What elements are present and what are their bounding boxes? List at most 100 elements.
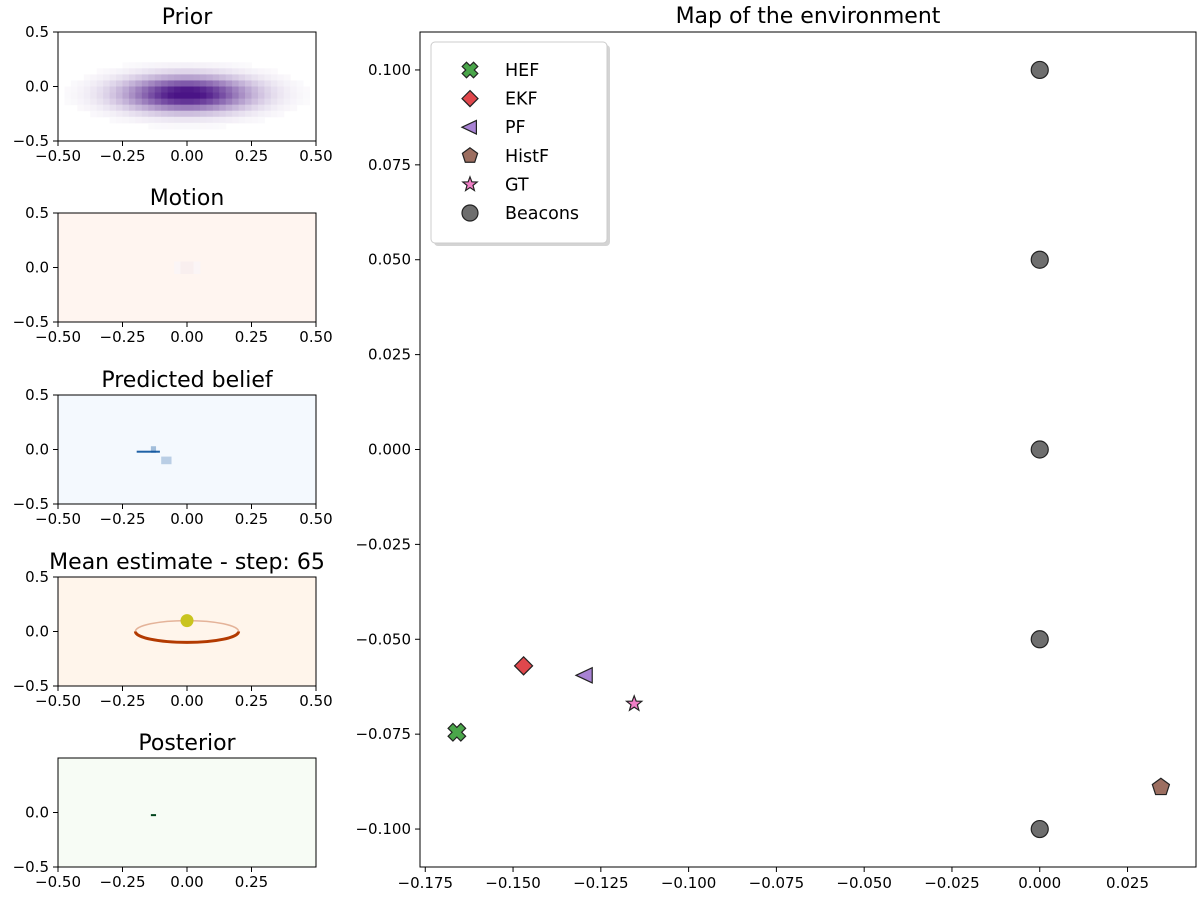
- prior-heat-cell: [174, 98, 182, 106]
- posterior-xtick-label: 0.00: [170, 873, 203, 891]
- prior-xtick-label: −0.50: [35, 147, 81, 165]
- prior-heat-cell: [64, 98, 72, 106]
- motion-xtick-label: 0.00: [170, 328, 203, 346]
- prior-heat-cell: [148, 104, 156, 112]
- prior-heat-cell: [103, 80, 111, 87]
- prior-ytick-label: 0.0: [25, 78, 49, 96]
- prior-heat-cell: [83, 98, 91, 106]
- prior-heat-cell: [206, 68, 214, 75]
- map-xtick-label: −0.050: [836, 874, 892, 892]
- map-ytick-label: 0.025: [368, 346, 411, 364]
- prior-heat-cell: [270, 74, 278, 81]
- prior-heat-cell: [180, 122, 188, 130]
- prior-heat-cell: [225, 80, 233, 87]
- prior-heat-cell: [206, 110, 214, 118]
- prior-heat-cell: [219, 80, 227, 87]
- prior-heat-cell: [257, 92, 265, 100]
- prior-heat-cell: [283, 98, 291, 106]
- motion-xtick-label: 0.50: [299, 328, 332, 346]
- legend-label-pf: PF: [505, 118, 526, 138]
- prior-heat-cell: [199, 110, 207, 118]
- legend-marker-pf: [460, 119, 477, 135]
- prior-xtick-label: 0.00: [170, 147, 203, 165]
- mean-xtick-label: −0.25: [100, 692, 146, 710]
- prior-heat-cell: [77, 104, 85, 112]
- prior-heat-cell: [206, 122, 214, 130]
- motion-xtick-label: −0.25: [100, 328, 146, 346]
- map-ytick-label: 0.100: [368, 61, 411, 79]
- prior-heat-cell: [225, 74, 233, 81]
- prior-heat-cell: [148, 86, 156, 94]
- prior-heat-cell: [245, 68, 252, 75]
- prior-heat-cell: [187, 110, 194, 118]
- prior-heat-cell: [187, 92, 194, 100]
- prior-heat-cell: [251, 68, 259, 75]
- prior-heat-cell: [180, 86, 188, 94]
- prior-heat-cell: [148, 62, 156, 69]
- prior-heat-cell: [161, 92, 169, 100]
- prior-heat-cell: [303, 92, 311, 100]
- prior-heat-cell: [212, 122, 220, 130]
- prior-heat-cell: [206, 62, 214, 69]
- map-ytick-label: −0.050: [355, 630, 411, 648]
- prior-ytick-label: 0.5: [25, 23, 49, 41]
- prior-heat-cell: [122, 116, 130, 124]
- prior-heat-cell: [283, 74, 291, 81]
- prior-heat-cell: [148, 92, 156, 100]
- prior-heat-cell: [199, 86, 207, 94]
- prior-heat-cell: [103, 98, 111, 106]
- prior-heat-cell: [174, 104, 182, 112]
- prior-heat-cell: [96, 104, 104, 112]
- prior-heat-cell: [174, 110, 182, 118]
- prior-heat-cell: [174, 86, 182, 94]
- prior-heat-cell: [193, 68, 201, 75]
- prior-heat-cell: [251, 92, 259, 100]
- legend-marker-hef: [461, 61, 479, 79]
- prior-heat-cell: [225, 98, 233, 106]
- prior-heat-cell: [174, 122, 182, 130]
- predicted-heat-feature: [136, 450, 160, 453]
- prior-heat-cell: [225, 68, 233, 75]
- prior-heat-cell: [103, 92, 111, 100]
- map-ytick-label: −0.100: [355, 820, 411, 838]
- mean-ytick-label: 0.0: [25, 623, 49, 641]
- prior-heat-cell: [251, 74, 259, 81]
- prior-heat-cell: [232, 104, 240, 112]
- prior-heat-cell: [290, 104, 298, 112]
- prior-heat-cell: [96, 80, 104, 87]
- prior-heat-cell: [206, 104, 214, 112]
- prior-heat-cell: [103, 110, 111, 118]
- prior-heat-cell: [77, 86, 85, 94]
- prior-heat-cell: [167, 74, 175, 81]
- prior-heat-cell: [277, 86, 285, 94]
- prior-heat-cell: [128, 98, 136, 106]
- prior-heat-cell: [180, 68, 188, 75]
- prior-heat-cell: [270, 86, 278, 94]
- prior-heat-cell: [206, 98, 214, 106]
- prior-heat-cell: [245, 80, 252, 87]
- prior-heat-cell: [290, 92, 298, 100]
- prior-heat-cell: [270, 68, 278, 75]
- prior-heat-cell: [90, 80, 98, 87]
- prior-heat-cell: [122, 104, 130, 112]
- prior-heat-cell: [277, 92, 285, 100]
- prior-heat-cell: [238, 110, 246, 118]
- prior-heat-cell: [167, 86, 175, 94]
- prior-heat-cell: [206, 116, 214, 124]
- posterior-ytick-label: 0.0: [25, 804, 49, 822]
- prior-heat-cell: [270, 104, 278, 112]
- prior-heat-cell: [148, 110, 156, 118]
- prior-heat-cell: [238, 116, 246, 124]
- prior-heat-cell: [270, 92, 278, 100]
- posterior-title: Posterior: [138, 731, 236, 756]
- legend-label-histf: HistF: [505, 147, 549, 167]
- motion-ytick-label: 0.0: [25, 259, 49, 277]
- prior-heat-cell: [219, 74, 227, 81]
- mean-xtick-label: 0.00: [170, 692, 203, 710]
- prior-heat-cell: [245, 116, 252, 124]
- prior-heat-cell: [109, 116, 117, 124]
- prior-heat-cell: [161, 74, 169, 81]
- prior-heat-cell: [270, 98, 278, 106]
- mean-title: Mean estimate - step: 65: [49, 550, 325, 575]
- prior-heat-cell: [212, 116, 220, 124]
